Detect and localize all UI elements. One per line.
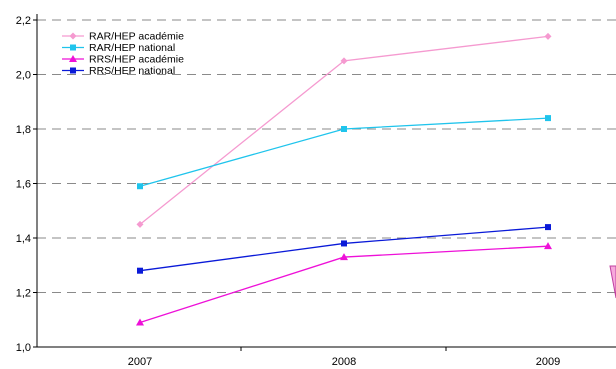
y-tick-label: 1,8 <box>16 124 31 136</box>
axes: 1,0 1,2 1,4 1,6 1,8 2,0 2,2 2007 2008 2009 <box>16 14 616 368</box>
data-point <box>545 224 551 231</box>
data-point <box>136 318 144 326</box>
legend-label: RRS/HEP national <box>89 65 175 77</box>
data-point <box>69 55 77 62</box>
data-point <box>341 126 347 132</box>
x-tick-label: 2009 <box>536 356 560 368</box>
legend-label: RAR/HEP national <box>89 42 175 54</box>
data-point <box>70 67 76 74</box>
data-point <box>69 32 77 40</box>
y-tick-label: 1,2 <box>16 288 31 300</box>
y-tick-label: 2,2 <box>16 15 31 27</box>
legend-label: RAR/HEP académie <box>89 31 184 43</box>
data-point <box>341 240 347 247</box>
data-point <box>137 267 143 274</box>
y-tick-label: 1,6 <box>16 179 31 191</box>
legend-label: RRS/HEP académie <box>89 54 184 66</box>
x-tick-label: 2007 <box>128 356 152 368</box>
data-point <box>136 220 144 228</box>
data-point <box>340 57 348 65</box>
data-point <box>70 44 76 51</box>
data-point <box>340 253 348 261</box>
y-tick-label: 1,4 <box>16 233 31 245</box>
data-point <box>544 242 552 250</box>
x-tick-label: 2008 <box>332 356 356 368</box>
y-tick-label: 1,0 <box>16 342 31 354</box>
data-point <box>137 183 143 190</box>
data-point <box>544 32 552 40</box>
y-tick-label: 2,0 <box>16 70 31 82</box>
data-point <box>545 115 551 122</box>
series-lines <box>136 32 552 326</box>
cropped-callout-shape <box>609 265 616 299</box>
